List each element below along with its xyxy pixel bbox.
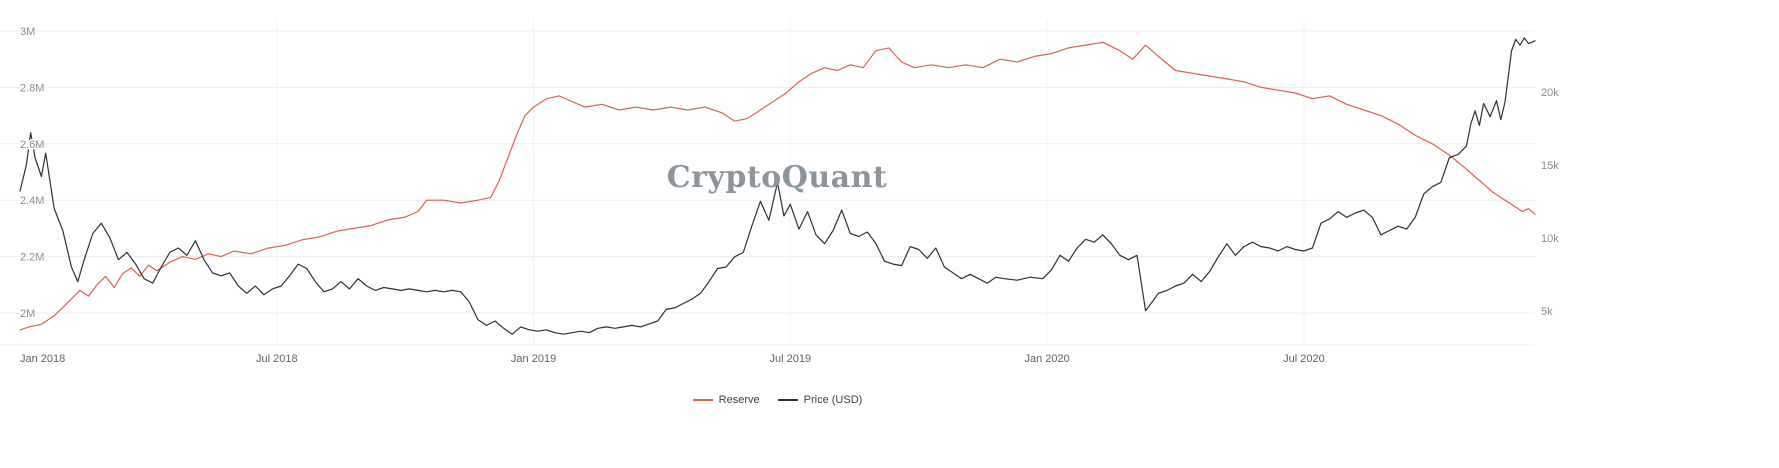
y-axis-right-tick-label: 15k [1541,160,1559,172]
y-axis-left-tick-label: 2M [20,308,35,320]
legend-swatch [777,399,798,401]
y-axis-right-tick-label: 5k [1541,306,1553,318]
y-axis-left-tick-label: 2.8M [20,82,44,94]
legend: Reserve Price (USD) [20,390,1535,410]
y-axis-right-tick-label: 10k [1541,233,1559,245]
legend-swatch [692,399,713,401]
y-axis-right-tick-label: 20k [1541,87,1559,99]
cryptoquant-watermark: CryptoQuant [666,160,888,195]
legend-label: Price (USD) [803,394,863,406]
series-line-price-usd- [19,37,1536,335]
x-axis-tick-label: Jul 2019 [770,353,812,365]
x-axis-tick-label: Jan 2020 [1024,353,1069,365]
x-axis-tick-label: Jan 2019 [511,353,556,365]
x-axis-tick-label: Jul 2020 [1283,353,1325,365]
series-line-reserve [19,41,1536,331]
x-axis-tick-label: Jan 2018 [20,353,65,365]
y-axis-left-tick-label: 3M [20,26,35,38]
y-axis-left-tick-label: 2.6M [20,139,44,151]
y-axis-left-tick-label: 2.2M [20,252,44,264]
x-axis-tick-label: Jul 2018 [256,353,298,365]
y-axis-left-tick-label: 2.4M [20,195,44,207]
legend-item-price-usd-[interactable]: Price (USD) [777,394,863,406]
legend-label: Reserve [718,394,760,406]
legend-item-reserve[interactable]: Reserve [692,394,760,406]
